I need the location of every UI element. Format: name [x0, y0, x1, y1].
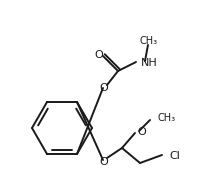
Text: CH₃: CH₃ [157, 113, 175, 123]
Text: CH₃: CH₃ [140, 36, 158, 46]
Text: O: O [100, 157, 108, 167]
Text: O: O [95, 50, 103, 60]
Text: NH: NH [141, 58, 158, 68]
Text: Cl: Cl [169, 151, 180, 161]
Text: O: O [100, 83, 108, 93]
Text: O: O [137, 127, 146, 137]
